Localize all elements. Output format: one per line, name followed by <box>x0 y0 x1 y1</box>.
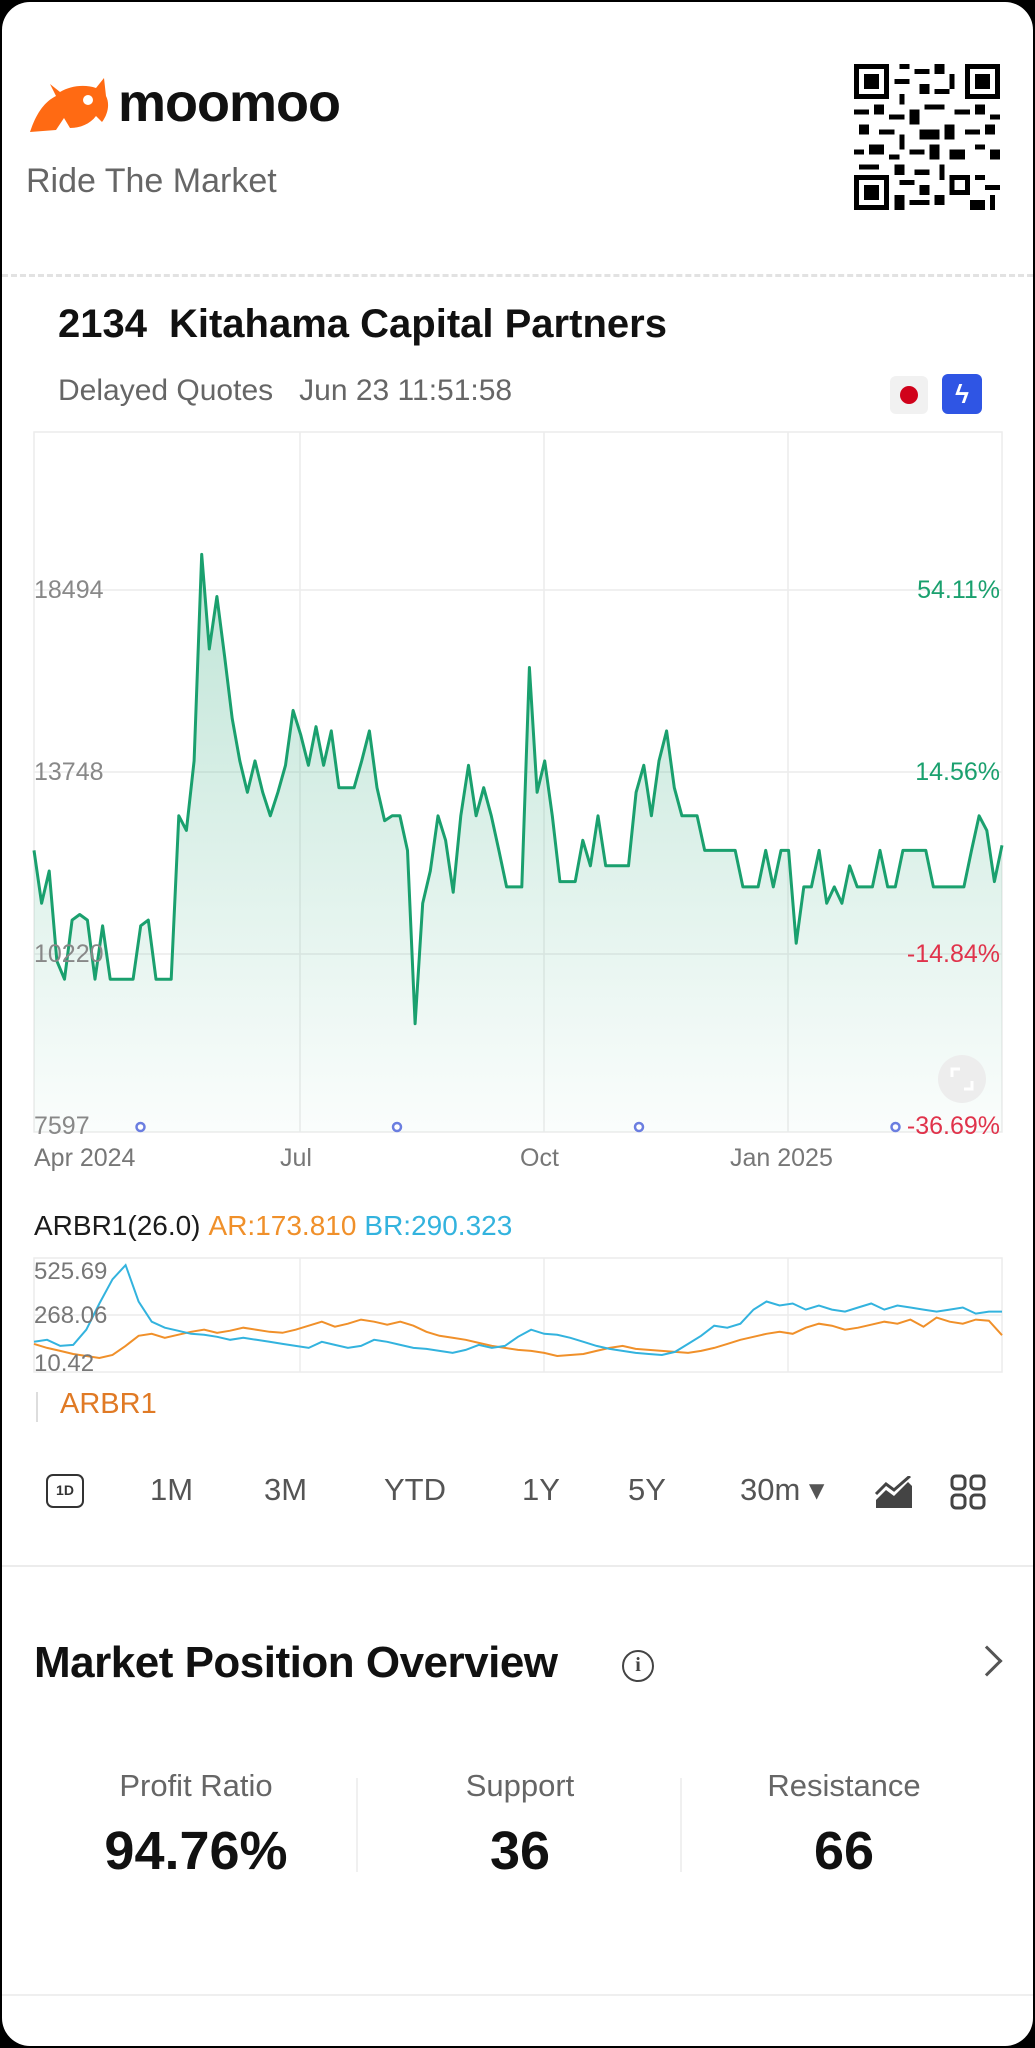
y-tick-label: 18494 <box>34 576 104 604</box>
x-tick-label: Oct <box>520 1144 559 1172</box>
stock-title: 2134 Kitahama Capital Partners <box>58 302 667 347</box>
bottom-divider <box>2 1994 1033 1996</box>
pct-tick-label: -14.84% <box>906 940 1000 968</box>
quote-label: Delayed Quotes <box>58 374 274 407</box>
stat-value: 94.76% <box>104 1821 288 1881</box>
pct-tick-label: 54.11% <box>917 576 1000 604</box>
stock-code: 2134 <box>58 302 147 346</box>
indicator-tick: 525.69 <box>34 1258 108 1285</box>
stat-value: 66 <box>813 1821 875 1881</box>
event-marker[interactable] <box>633 1121 645 1133</box>
indicator-legend-bar <box>36 1392 38 1422</box>
ar-line <box>33 1316 1003 1360</box>
indicator-name: ARBR1(26.0) <box>34 1210 201 1241</box>
stat-divider <box>680 1778 682 1872</box>
tab-3m[interactable]: 3M <box>264 1472 308 1507</box>
line-chart-icon[interactable] <box>874 1476 914 1510</box>
tab-1y[interactable]: 1Y <box>522 1472 560 1507</box>
indicator-ar: AR:173.810 <box>208 1210 357 1241</box>
expand-icon[interactable] <box>938 1055 986 1103</box>
br-line <box>33 1263 1002 1357</box>
event-markers <box>135 1121 901 1133</box>
x-tick-label: Apr 2024 <box>34 1144 136 1172</box>
pct-tick-label: 14.56% <box>915 758 1000 786</box>
y-tick-label: 7597 <box>34 1112 90 1140</box>
stat-label: Support <box>465 1768 575 1803</box>
section-divider <box>2 1565 1033 1567</box>
tagline: Ride The Market <box>26 162 277 200</box>
lightning-icon[interactable]: ϟ <box>942 374 982 414</box>
y-tick-label: 10220 <box>34 940 104 968</box>
indicator-tick: 10.42 <box>34 1350 95 1377</box>
event-marker[interactable] <box>135 1121 146 1133</box>
price-area <box>34 554 1002 1132</box>
y-tick-label: 13748 <box>34 758 104 786</box>
stat-divider <box>356 1778 358 1872</box>
stat-label: Resistance <box>767 1768 921 1803</box>
japan-flag-icon <box>890 376 928 414</box>
indicator-br: BR:290.323 <box>364 1210 513 1241</box>
indicator-legend[interactable]: ARBR1 <box>60 1388 157 1420</box>
stat-label: Profit Ratio <box>119 1768 273 1803</box>
x-tick-label: Jan 2025 <box>730 1144 833 1172</box>
bull-logo-icon <box>30 78 109 132</box>
price-line <box>32 552 1004 1026</box>
tab-1d[interactable]: 1D <box>46 1474 84 1508</box>
x-tick-label: Jul <box>280 1144 312 1172</box>
interval-select[interactable]: 30m ▾ <box>740 1472 825 1507</box>
divider <box>2 274 1033 277</box>
indicator-title: ARBR1(26.0) AR:173.810 BR:290.323 <box>34 1210 512 1242</box>
event-marker[interactable] <box>391 1121 403 1133</box>
tab-5y[interactable]: 5Y <box>628 1472 666 1507</box>
info-icon[interactable]: i <box>622 1650 654 1682</box>
pct-tick-label: -36.69% <box>906 1112 1000 1140</box>
chevron-right-icon[interactable] <box>971 1645 1003 1677</box>
section-title: Market Position Overview <box>34 1638 558 1687</box>
stat-value: 36 <box>489 1821 551 1881</box>
tab-ytd[interactable]: YTD <box>384 1472 446 1507</box>
quote-timestamp: Jun 23 11:51:58 <box>299 374 513 407</box>
event-marker[interactable] <box>890 1121 901 1133</box>
period-tabs: 1D 1M 3M YTD 1Y 5Y 30m ▾ <box>2 1472 1033 1522</box>
stat-resistance: Resistance 66 <box>694 1768 994 1882</box>
quote-row: Delayed Quotes Jun 23 11:51:58 <box>58 374 512 408</box>
brand-name: moomoo <box>118 73 341 133</box>
qr-code-icon <box>854 64 1000 210</box>
price-chart <box>32 431 1004 1373</box>
tab-1m[interactable]: 1M <box>150 1472 194 1507</box>
stock-name: Kitahama Capital Partners <box>168 302 667 346</box>
stat-profit-ratio: Profit Ratio 94.76% <box>46 1768 346 1882</box>
stat-support: Support 36 <box>370 1768 670 1882</box>
indicator-tick: 268.06 <box>34 1302 108 1329</box>
grid-icon[interactable] <box>950 1474 986 1510</box>
